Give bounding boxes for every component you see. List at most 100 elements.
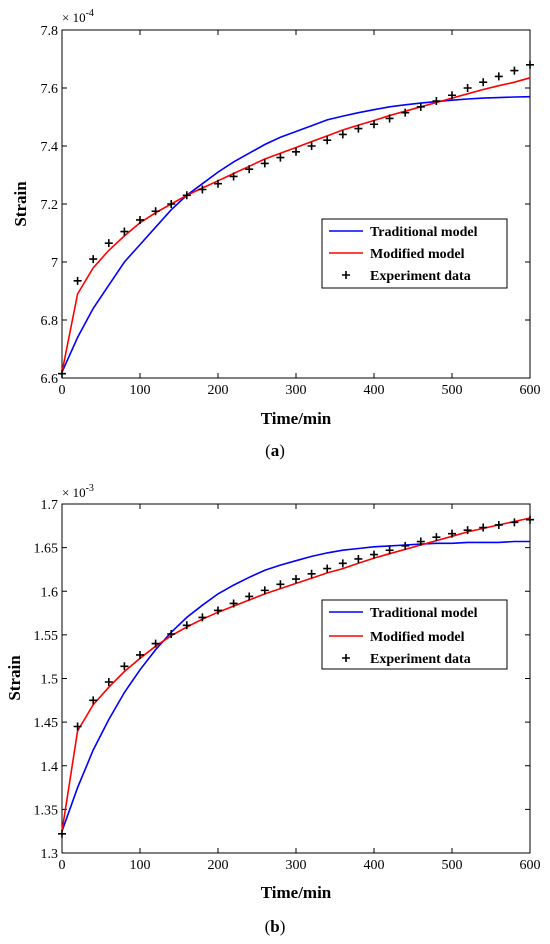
data-point-experiment-data [136, 215, 144, 224]
multiplier-exp-a: -4 [86, 8, 94, 19]
data-point-experiment-data [401, 108, 410, 117]
data-point-experiment-data [323, 564, 332, 573]
series-line-traditional-model [61, 95, 531, 373]
data-point-experiment-data [463, 526, 472, 535]
data-point-experiment-data [463, 84, 472, 92]
series-a [58, 60, 534, 378]
data-point-experiment-data [479, 523, 488, 532]
data-point-experiment-data [401, 541, 410, 550]
data-point-experiment-data [151, 639, 160, 648]
data-point-experiment-data [260, 159, 269, 168]
data-point-experiment-data [245, 165, 254, 174]
data-point-experiment-data [89, 696, 98, 705]
y-tick-label: 1.5 [41, 673, 59, 688]
data-point-experiment-data [151, 207, 160, 216]
data-point-experiment-data [416, 537, 425, 546]
data-point-experiment-data [448, 529, 456, 538]
data-point-experiment-data [58, 369, 66, 378]
data-point-experiment-data [416, 102, 425, 111]
series-b [58, 515, 534, 838]
data-point-experiment-data [354, 554, 363, 563]
x-tick-label: 300 [286, 383, 307, 398]
legend-marker-experiment-a [342, 271, 350, 279]
data-point-experiment-data [136, 650, 144, 659]
y-axis-label-a: Strain [11, 181, 30, 227]
data-point-experiment-data [494, 520, 503, 529]
data-point-experiment-data [229, 172, 238, 181]
y-tick-label: 1.7 [41, 498, 59, 513]
data-point-experiment-data [276, 153, 285, 162]
y-tick-label: 1.65 [34, 542, 59, 557]
data-point-experiment-data [104, 239, 113, 248]
x-tick-label: 400 [364, 383, 385, 398]
y-tick-label: 7.4 [41, 140, 59, 155]
x-tick-label: 400 [364, 858, 385, 873]
data-point-experiment-data [526, 515, 534, 524]
data-point-experiment-data [198, 613, 207, 622]
multiplier-exp-b: -3 [86, 483, 94, 494]
data-point-experiment-data [292, 147, 300, 156]
y-tick-label: 7.8 [41, 24, 59, 39]
legend-b: Traditional model Modified model Experim… [321, 599, 508, 670]
x-tick-label: 0 [59, 858, 66, 873]
data-point-experiment-data [448, 91, 456, 100]
data-point-experiment-data [229, 599, 238, 608]
y-tick-label: 7.6 [41, 82, 59, 97]
x-axis-label-b: Time/min [261, 883, 332, 902]
legend-a: Traditional model Modified model Experim… [321, 218, 508, 289]
data-point-experiment-data [260, 586, 269, 595]
data-point-experiment-data [510, 518, 519, 527]
data-point-experiment-data [120, 662, 129, 671]
x-tick-label: 500 [442, 383, 463, 398]
x-tick-label: 300 [286, 858, 307, 873]
data-point-experiment-data [307, 569, 316, 578]
x-tick-label: 100 [130, 383, 151, 398]
y-tick-label: 1.4 [41, 760, 59, 775]
y-tick-label: 6.6 [41, 372, 59, 387]
data-point-experiment-data [245, 592, 254, 601]
data-point-experiment-data [432, 97, 441, 106]
x-tick-label: 200 [208, 383, 229, 398]
data-point-experiment-data [73, 276, 82, 285]
y-tick-label: 1.55 [34, 629, 59, 644]
multiplier-base-a: × 10 [62, 10, 86, 25]
data-point-experiment-data [323, 136, 332, 145]
caption-letter-a: a [271, 441, 280, 460]
legend-text-modified-a: Modified model [370, 247, 465, 262]
data-point-experiment-data [526, 60, 534, 69]
data-point-experiment-data [73, 722, 82, 731]
plot-area-b [61, 503, 531, 854]
legend-text-experiment-a: Experiment data [370, 269, 471, 284]
data-point-experiment-data [338, 130, 347, 139]
y-tick-label: 7 [51, 256, 58, 271]
y-axis-label-b: Strain [5, 655, 24, 701]
data-point-experiment-data [338, 559, 347, 568]
data-point-experiment-data [385, 546, 394, 555]
plot-area-a [61, 29, 531, 379]
multiplier-b: × 10-3 [62, 483, 94, 500]
x-ticklabels-b: 0 100 200 300 400 500 600 [59, 858, 541, 873]
data-point-experiment-data [385, 114, 394, 123]
legend-text-traditional-b: Traditional model [370, 606, 478, 621]
data-point-experiment-data [120, 227, 129, 236]
legend-text-modified-b: Modified model [370, 630, 465, 645]
caption-letter-b: b [270, 917, 279, 936]
chart-a: 6.66.877.27.47.67.8 0 100 200 300 400 500 600 … [11, 8, 541, 460]
y-ticklabels-b: 1.3 1.35 1.4 1.45 1.5 1.55 1.6 1.65 1.7 [34, 498, 59, 862]
caption-a: (a) [265, 441, 285, 460]
multiplier-base-b: × 10 [62, 485, 86, 500]
data-point-experiment-data [494, 72, 503, 81]
chart-b: 1.3 1.35 1.4 1.45 1.5 1.55 1.6 1.65 1.7 0 100 200 3… [5, 483, 541, 936]
data-point-experiment-data [354, 124, 363, 133]
legend-marker-experiment-b [342, 654, 350, 662]
legend-text-experiment-b: Experiment data [370, 652, 471, 667]
data-point-experiment-data [167, 630, 176, 639]
data-point-experiment-data [292, 575, 300, 584]
data-point-experiment-data [167, 200, 176, 208]
x-tick-label: 200 [208, 858, 229, 873]
data-point-experiment-data [182, 621, 191, 630]
data-point-experiment-data [214, 179, 222, 188]
data-point-experiment-data [182, 191, 191, 200]
series-line-traditional-model [61, 540, 530, 832]
